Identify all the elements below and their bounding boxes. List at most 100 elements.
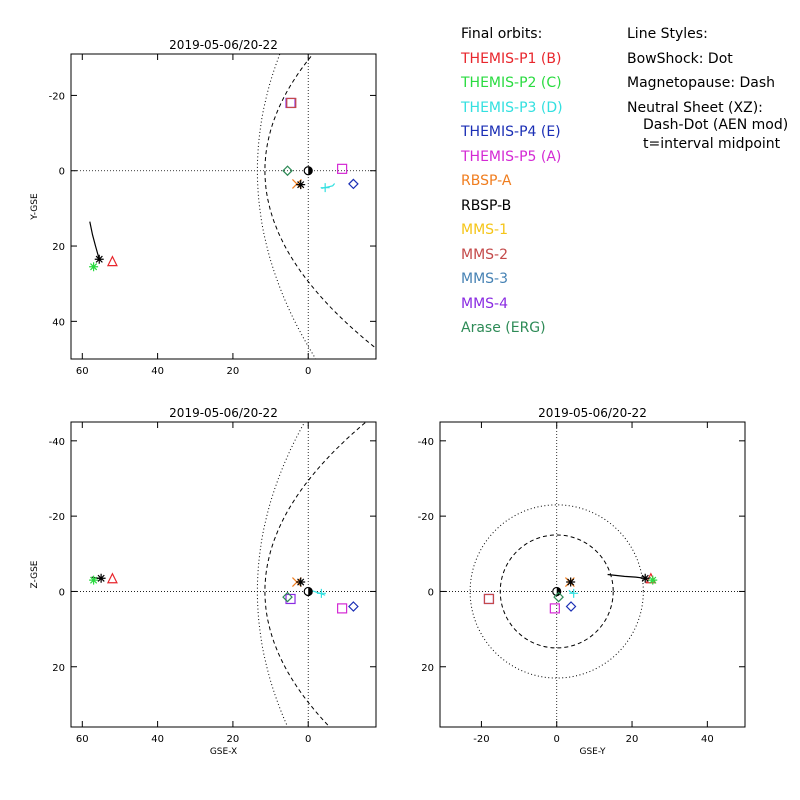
- marker-rbsp-b: [296, 180, 306, 190]
- y-tick-label: 40: [52, 317, 65, 328]
- magnetopause-curve: [264, 422, 367, 727]
- x-tick-label: 0: [554, 734, 560, 745]
- y-tick-label: 20: [421, 663, 434, 674]
- line-styles-title: Line Styles:: [627, 26, 708, 42]
- bowshock-curve: [256, 422, 306, 727]
- orbit-legend: Final orbits: THEMIS-P1 (B) THEMIS-P2 (C…: [461, 22, 563, 341]
- x-tick-label: 60: [76, 366, 89, 377]
- magnetopause-curve: [499, 534, 614, 649]
- legend-item-themis-p5: THEMIS-P5 (A): [461, 148, 562, 165]
- y-tick-label: -40: [49, 437, 65, 448]
- line-style-neutral-sheet-detail: Dash-Dot (AEN mod): [643, 117, 789, 133]
- marker-themis-p2-c: [89, 262, 99, 272]
- x-tick-label: 40: [151, 366, 164, 377]
- panel-frame: [70, 53, 377, 360]
- marker-themis-p1-b: [106, 255, 118, 267]
- y-tick-label: -20: [418, 512, 434, 523]
- panel-title: 2019-05-06/20-22: [538, 406, 647, 420]
- marker-mms-4: [483, 593, 495, 605]
- marker-rbsp-b: [640, 573, 650, 583]
- y-tick-label: -20: [49, 91, 65, 102]
- bowshock-curve: [469, 504, 644, 679]
- legend-item-rbsp-b: RBSP-B: [461, 197, 512, 214]
- legend-item-themis-p1: THEMIS-P1 (B): [461, 50, 562, 67]
- y-tick-label: -40: [418, 437, 434, 448]
- x-tick-label: 20: [227, 734, 240, 745]
- marker-themis-p5-a: [549, 603, 560, 614]
- legend-item-rbsp-a: RBSP-A: [461, 173, 512, 189]
- bowshock-curve: [256, 54, 317, 359]
- earth-dayside-icon: [308, 587, 313, 596]
- x-tick-label: 40: [701, 734, 714, 745]
- orbit-track: [89, 221, 100, 260]
- marker-mms-4: [285, 593, 296, 605]
- marker-themis-p3-d: [569, 588, 579, 598]
- panel-plot-area: [71, 422, 376, 727]
- line-style-neutral-sheet: Neutral Sheet (XZ):: [627, 99, 763, 116]
- earth-dayside-icon: [308, 166, 313, 175]
- legend-item-mms-3: MMS-3: [461, 271, 509, 287]
- x-tick-label: 20: [626, 734, 639, 745]
- line-style-bowshock: BowShock: Dot: [627, 50, 733, 67]
- legend-item-themis-p2: THEMIS-P2 (C): [461, 75, 562, 91]
- marker-mms-2: [483, 593, 495, 605]
- panel-frame: [70, 421, 377, 728]
- marker-arase-erg: [282, 165, 293, 177]
- x-tick-label: 0: [305, 366, 311, 377]
- marker-rbsp-b: [296, 577, 306, 587]
- y-tick-label: 0: [428, 587, 434, 598]
- x-tick-label: 0: [305, 734, 311, 745]
- line-styles-legend: Line Styles: BowShock: Dot Magnetopause:…: [627, 22, 788, 154]
- marker-mms-2: [286, 97, 297, 109]
- panel-title: 2019-05-06/20-22: [169, 406, 278, 420]
- marker-themis-p4-e: [565, 601, 577, 612]
- y-tick-label: 0: [59, 587, 65, 598]
- legend-item-themis-p3: THEMIS-P3 (D): [461, 99, 563, 116]
- marker-rbsp-b: [96, 573, 106, 583]
- marker-themis-p2-c: [89, 575, 99, 585]
- y-axis-label: Z-GSE: [30, 560, 40, 588]
- marker-rbsp-b: [566, 577, 576, 587]
- legend-title: Final orbits:: [461, 26, 543, 42]
- marker-rbsp-a: [292, 178, 302, 189]
- marker-themis-p3-d: [316, 588, 326, 598]
- panel-xy: 60 40 20 0 -20 0 20 40 2019-05-06/20-22 Y-GSE: [30, 38, 377, 377]
- x-tick-label: 20: [227, 366, 240, 377]
- y-tick-label: 0: [59, 167, 65, 178]
- x-tick-label: 40: [151, 734, 164, 745]
- marker-arase-erg: [282, 591, 293, 603]
- panel-xz: 60 40 20 0 20 0 -20 -40 2019-05-06/20-22 GSE-X Z-G…: [30, 406, 377, 757]
- marker-themis-p5-a: [337, 163, 348, 174]
- x-axis-label: GSE-X: [210, 747, 237, 757]
- y-tick-label: 20: [52, 242, 65, 253]
- y-tick-label: -20: [49, 512, 65, 523]
- marker-rbsp-b: [94, 254, 104, 264]
- legend-item-mms-2: MMS-2: [461, 246, 509, 263]
- marker-themis-p4-e: [348, 178, 359, 190]
- legend-item-themis-p4: THEMIS-P4 (E): [461, 124, 561, 140]
- marker-themis-p3-d: [320, 183, 330, 193]
- panel-plot-area: [440, 422, 745, 727]
- marker-themis-p2-c: [648, 575, 658, 585]
- marker-arase-erg: [553, 591, 564, 603]
- marker-themis-p4-e: [348, 601, 359, 612]
- legend-item-mms-1: MMS-1: [461, 222, 509, 238]
- orbit-track: [607, 573, 646, 579]
- legend-item-arase: Arase (ERG): [461, 320, 546, 336]
- x-tick-label: -20: [473, 734, 489, 745]
- orbit-track: [311, 590, 326, 596]
- panel-plot-area: [71, 54, 376, 359]
- legend-item-mms-4: MMS-4: [461, 295, 509, 312]
- marker-themis-p1-b: [106, 572, 118, 584]
- y-tick-label: 20: [52, 663, 65, 674]
- panel-yz: -20 0 20 40 20 0 -20 -40 2019-05-06/20-22 GSE-Y: [418, 406, 746, 757]
- panel-title: 2019-05-06/20-22: [169, 38, 278, 52]
- y-axis-label: Y-GSE: [30, 193, 40, 221]
- panel-frame: [439, 421, 746, 728]
- line-style-magnetopause: Magnetopause: Dash: [627, 75, 776, 91]
- magnetopause-curve: [264, 54, 376, 349]
- x-axis-label: GSE-Y: [579, 747, 606, 757]
- x-tick-label: 60: [76, 734, 89, 745]
- line-style-midpoint: t=interval midpoint: [643, 136, 781, 152]
